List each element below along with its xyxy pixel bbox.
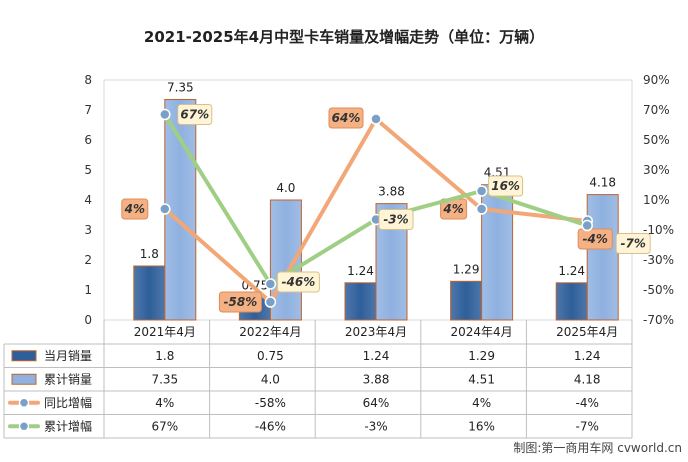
table-cell: 1.24 — [574, 349, 601, 363]
right-tick-label: 70% — [643, 103, 670, 117]
right-tick-label: -30% — [643, 253, 674, 267]
table-cell: -3% — [364, 419, 387, 433]
right-tick-label: -10% — [643, 223, 674, 237]
table-cell: -7% — [576, 419, 599, 433]
line-point — [475, 185, 488, 197]
right-tick-label: 90% — [643, 73, 670, 87]
line-value-label: -3% — [383, 213, 408, 227]
legend-swatch — [11, 350, 37, 362]
chart-title: 2021-2025年4月中型卡车销量及增幅走势（单位：万辆） — [143, 28, 545, 46]
category-label: 2022年4月 — [239, 325, 301, 339]
line-point — [264, 278, 277, 290]
category-label: 2023年4月 — [345, 325, 407, 339]
left-tick-label: 8 — [84, 73, 92, 87]
category-label: 2024年4月 — [451, 325, 513, 339]
line-value-label: 4% — [442, 202, 463, 216]
line-value-label: 4% — [124, 202, 145, 216]
legend-swatch-marker — [18, 421, 30, 432]
line-label-box — [328, 107, 364, 129]
table-cell: -58% — [255, 396, 286, 410]
left-tick-label: 4 — [84, 193, 92, 207]
right-tick-label: -70% — [643, 313, 674, 327]
table-cell: 1.29 — [468, 349, 495, 363]
line-label-box — [615, 233, 651, 254]
line-label-box — [378, 209, 414, 230]
table-cell: 3.88 — [363, 372, 390, 386]
line-label-box — [177, 104, 213, 125]
bar-value-label: 4.0 — [276, 181, 295, 195]
right-tick-label: 30% — [643, 163, 670, 177]
table-cell: 1.8 — [155, 349, 174, 363]
legend-swatch — [11, 373, 37, 385]
table-cell: 1.24 — [363, 349, 390, 363]
right-tick-label: 50% — [643, 133, 670, 147]
table-cell: 7.35 — [151, 372, 178, 386]
line-label-box — [577, 228, 613, 250]
line-value-label: -7% — [621, 237, 646, 251]
bar-cumulative — [481, 184, 514, 321]
bar-monthly — [555, 282, 588, 321]
right-tick-label: -50% — [643, 283, 674, 297]
line-label-box — [488, 175, 524, 197]
bar-value-label: 1.8 — [140, 247, 159, 261]
line-value-label: -58% — [224, 295, 258, 309]
legend-swatch-marker — [18, 397, 30, 408]
table-cell: 4% — [155, 396, 174, 410]
left-tick-label: 5 — [84, 163, 92, 177]
bar-monthly — [133, 265, 166, 321]
table-cell: 0.75 — [257, 349, 284, 363]
left-tick-label: 0 — [84, 313, 92, 327]
line-value-label: -46% — [282, 275, 316, 289]
line-point — [159, 108, 171, 121]
line-value-label: 16% — [491, 179, 520, 193]
table-cell: 64% — [363, 396, 390, 410]
left-tick-label: 3 — [84, 223, 92, 237]
bar-monthly — [344, 282, 377, 321]
source-note: 制图:第一商用车网 cvworld.cn — [513, 441, 682, 455]
line-value-label: -4% — [583, 232, 608, 246]
bar-value-label: 1.24 — [347, 264, 374, 278]
left-tick-label: 6 — [84, 133, 92, 147]
table-cell: 4.51 — [468, 372, 495, 386]
table-cell: -4% — [576, 396, 599, 410]
left-tick-label: 2 — [84, 253, 92, 267]
line-point — [581, 219, 593, 232]
line-label-box — [276, 271, 320, 293]
bar-value-label: 3.88 — [378, 185, 405, 199]
bar-value-label: 4.18 — [589, 176, 616, 190]
category-label: 2025年4月 — [556, 325, 618, 339]
bar-value-label: 1.24 — [558, 264, 585, 278]
line-value-label: 67% — [180, 108, 209, 122]
legend-label: 累计销量 — [44, 372, 92, 386]
line-label-box — [121, 198, 149, 220]
table-cell: 4% — [472, 396, 491, 410]
table-cell: -46% — [255, 419, 286, 433]
line-point — [264, 296, 277, 308]
legend-label: 同比增幅 — [44, 395, 92, 410]
bar-value-label: 1.29 — [453, 262, 480, 276]
left-tick-label: 1 — [84, 283, 92, 297]
category-label: 2021年4月 — [134, 325, 196, 339]
table-cell: 16% — [468, 419, 495, 433]
legend-label: 累计增幅 — [44, 418, 92, 433]
line-point — [159, 203, 171, 215]
table-cell: 67% — [151, 419, 178, 433]
bar-monthly — [450, 280, 483, 321]
legend-label: 当月销量 — [44, 349, 92, 363]
bar-value-label: 7.35 — [167, 81, 194, 95]
table-cell: 4.18 — [574, 372, 601, 386]
line-point — [370, 113, 382, 125]
right-tick-label: 10% — [643, 193, 670, 207]
line-point — [475, 203, 488, 215]
line-value-label: 64% — [332, 111, 361, 125]
line-label-box — [218, 291, 262, 313]
table-cell: 4.0 — [261, 372, 280, 386]
bar-cumulative — [586, 194, 619, 321]
left-tick-label: 7 — [84, 103, 92, 117]
